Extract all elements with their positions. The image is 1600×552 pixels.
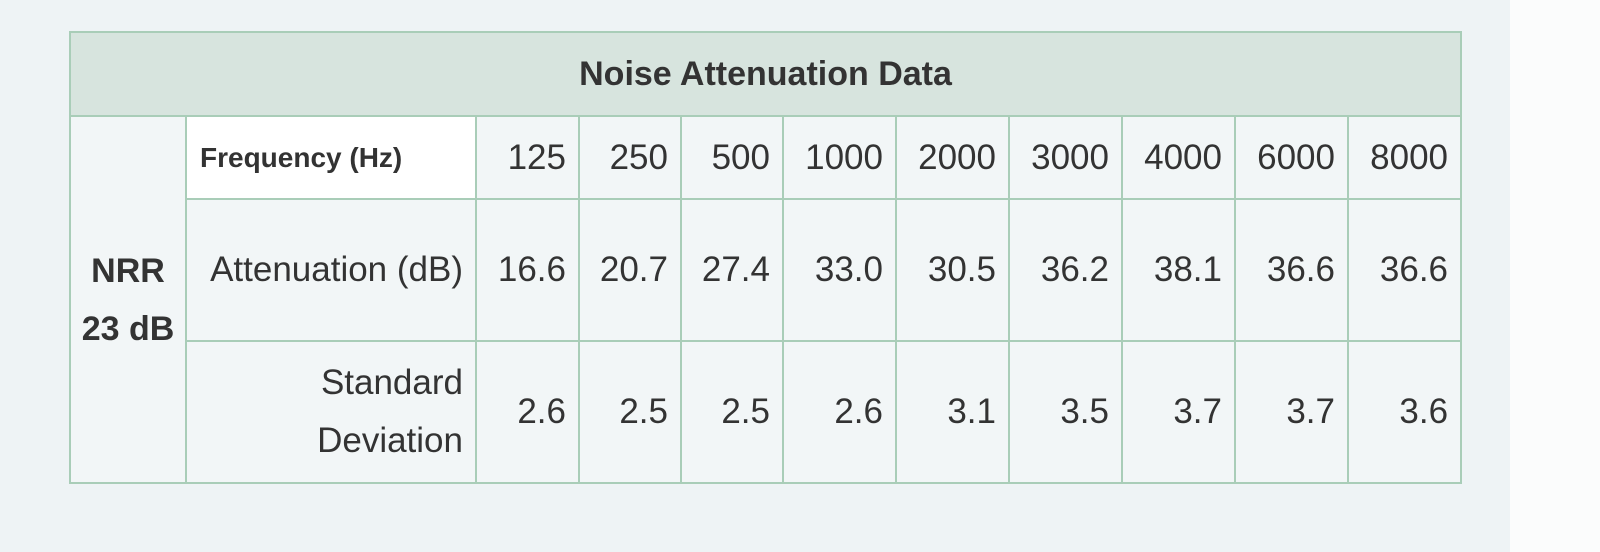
cell-value: 38.1 <box>1121 198 1236 342</box>
cell-value: 2.6 <box>782 340 897 484</box>
cell-value: 36.2 <box>1008 198 1123 342</box>
frequency: 1000 <box>782 115 897 200</box>
cell-value: 27.4 <box>680 198 784 342</box>
frequency: 8000 <box>1346 115 1463 200</box>
row-label: Attenuation (dB) <box>185 198 477 342</box>
frequency: 2000 <box>895 115 1010 200</box>
frequency: 250 <box>578 115 682 200</box>
cell-value: 3.7 <box>1121 340 1236 484</box>
frequency: 4000 <box>1121 115 1236 200</box>
header-label: Frequency (Hz) <box>185 115 477 200</box>
frequency: 6000 <box>1234 115 1349 200</box>
cell-value: 36.6 <box>1346 198 1463 342</box>
frequency: 3000 <box>1008 115 1123 200</box>
cell-value: 2.5 <box>578 340 682 484</box>
cell-value: 16.6 <box>475 198 580 342</box>
row-label: Standard Deviation <box>185 340 477 484</box>
cell-value: 33.0 <box>782 198 897 342</box>
cell-value: 3.1 <box>895 340 1010 484</box>
attenuation-table: Noise Attenuation Data NRR 23 dB Frequenc… <box>68 31 1463 484</box>
frequency: 125 <box>475 115 580 200</box>
cell-value: 2.6 <box>475 340 580 484</box>
cell-value: 3.5 <box>1008 340 1123 484</box>
cell-value: 20.7 <box>578 198 682 342</box>
cell-value: 3.6 <box>1346 340 1463 484</box>
table-title: Noise Attenuation Data <box>68 31 1463 117</box>
nrr-label: NRR 23 dB <box>69 115 187 484</box>
cell-value: 30.5 <box>895 198 1010 342</box>
cell-value: 36.6 <box>1234 198 1349 342</box>
cell-value: 3.7 <box>1234 340 1349 484</box>
cell-value: 2.5 <box>680 340 784 484</box>
frequency: 500 <box>680 115 784 200</box>
